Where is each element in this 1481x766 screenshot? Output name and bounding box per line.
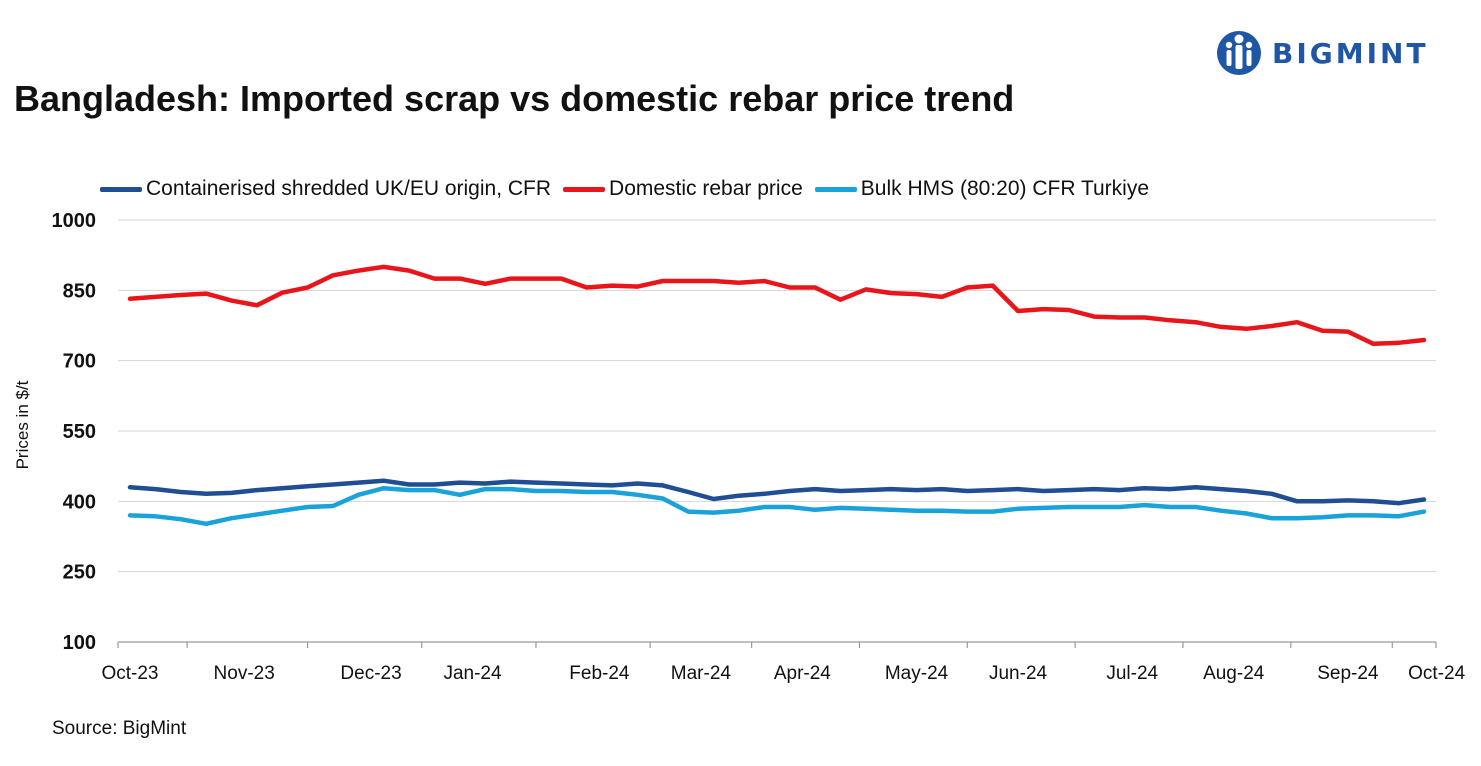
y-tick-label: 400 (63, 491, 96, 513)
series-line-shredded (127, 478, 1427, 506)
chart-legend: Containerised shredded UK/EU origin, CFR… (100, 175, 1161, 203)
legend-swatch-shredded (100, 186, 142, 192)
y-tick-label: 250 (63, 562, 96, 584)
chart-title: Bangladesh: Imported scrap vs domestic r… (14, 78, 1015, 119)
y-tick-label: 850 (63, 280, 96, 302)
legend-swatch-rebar (563, 186, 606, 192)
y-axis-label: Prices in $/t (13, 380, 32, 469)
x-tick-label: Jun-24 (989, 663, 1048, 684)
x-tick-label: May-24 (885, 663, 949, 684)
x-tick-label: Dec-23 (340, 663, 401, 684)
grid-layer (118, 219, 1436, 573)
x-tick-label: Jul-24 (1106, 663, 1158, 684)
legend-item-shredded: Containerised shredded UK/EU origin, CFR (100, 177, 551, 201)
y-tick-label: 700 (63, 351, 96, 373)
legend-label-shredded: Containerised shredded UK/EU origin, CFR (146, 177, 552, 200)
x-tick-label: Mar-24 (671, 663, 732, 684)
x-tick-label: Feb-24 (569, 663, 630, 684)
y-tick-label: 1000 (52, 210, 97, 232)
x-tick-label: Nov-23 (214, 663, 275, 684)
y-tick-label: 550 (63, 421, 96, 443)
x-tick-label: Jan-24 (443, 663, 502, 684)
series-line-hms (127, 485, 1427, 527)
bigmint-logo: BIGMINT (1216, 26, 1429, 80)
legend-label-hms: Bulk HMS (80:20) CFR Turkiye (860, 177, 1150, 200)
legend-item-hms: Bulk HMS (80:20) CFR Turkiye (814, 177, 1150, 201)
x-tick-label: Oct-24 (1408, 663, 1465, 684)
brand-name: BIGMINT (1272, 36, 1429, 70)
x-tick-label: Sep-24 (1317, 663, 1379, 684)
legend-label-rebar: Domestic rebar price (609, 177, 803, 200)
x-tick-label: Apr-24 (774, 663, 831, 684)
series-line-rebar (127, 264, 1427, 347)
series-layer (127, 264, 1427, 527)
y-tick-label: 100 (63, 632, 96, 654)
x-tick-label: Aug-24 (1203, 663, 1265, 684)
legend-item-rebar: Domestic rebar price (563, 177, 803, 201)
bigmint-emblem-icon (1217, 31, 1261, 75)
x-tick-label: Oct-23 (101, 663, 158, 684)
legend-swatch-hms (814, 186, 857, 192)
source-note: Source: BigMint (52, 718, 187, 739)
